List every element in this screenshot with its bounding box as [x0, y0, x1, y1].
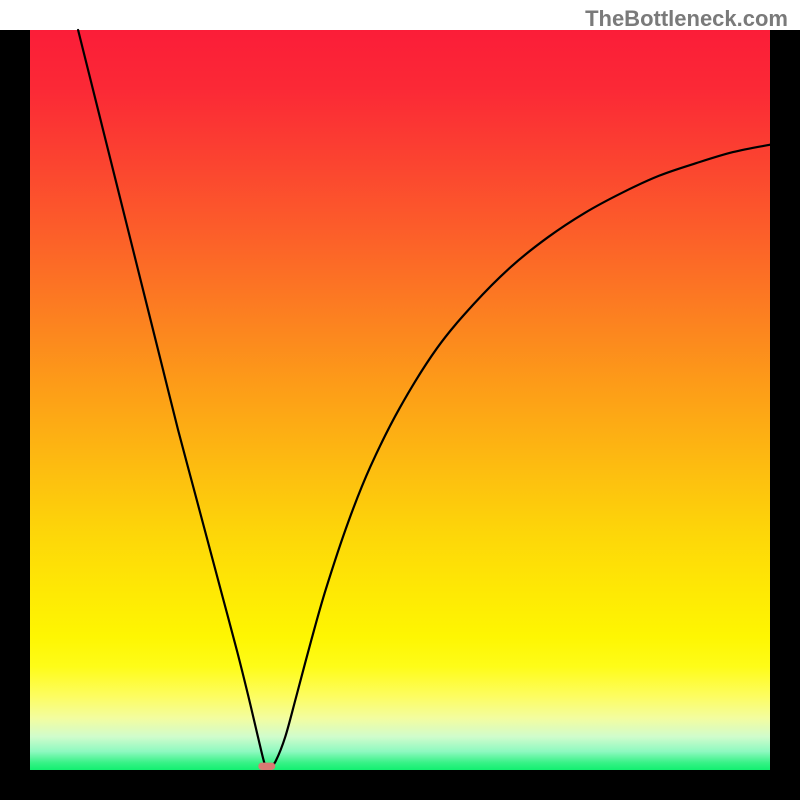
chart-svg [0, 0, 800, 800]
bottleneck-chart [0, 0, 800, 800]
border-left [0, 30, 30, 800]
border-bottom [0, 770, 800, 800]
chart-background [30, 30, 770, 770]
minimum-marker [258, 763, 275, 770]
watermark-text: TheBottleneck.com [585, 6, 788, 32]
border-right [770, 30, 800, 800]
